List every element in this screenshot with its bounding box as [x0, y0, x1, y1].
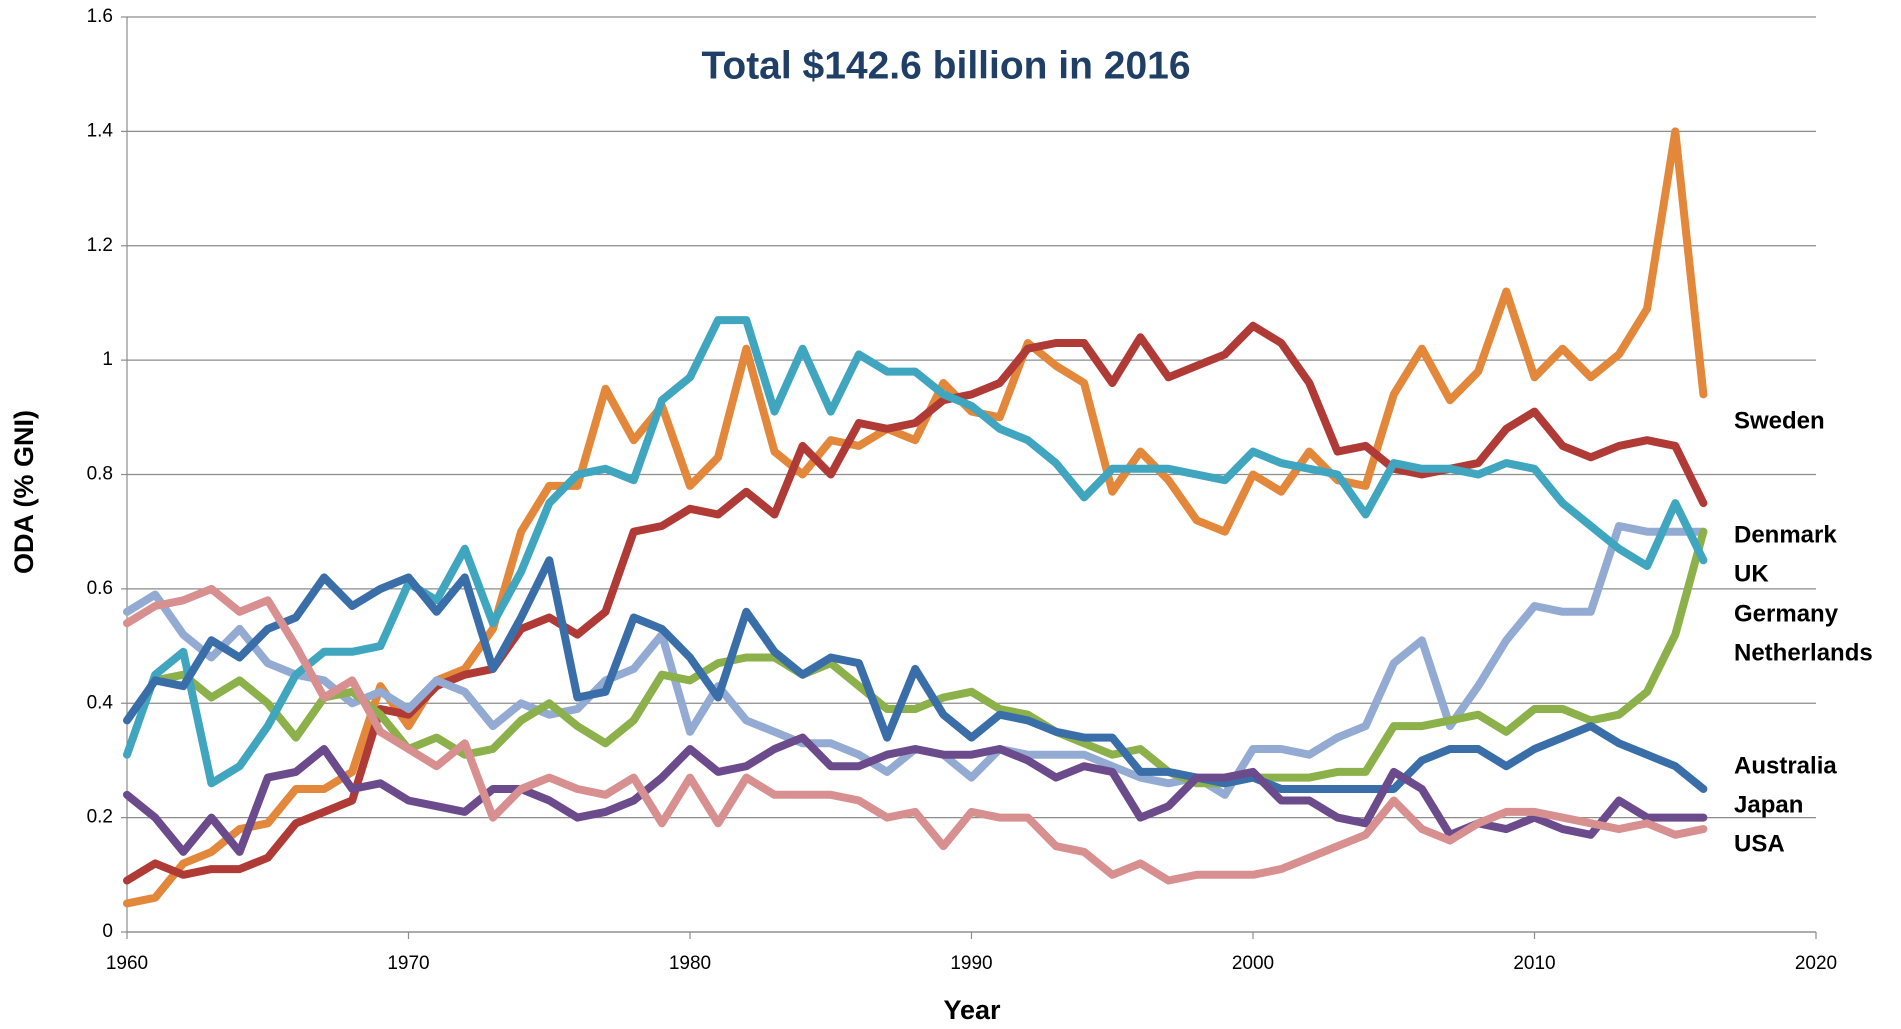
x-tick-label: 1980: [669, 953, 711, 974]
y-tick-label: 0.2: [87, 807, 113, 828]
series-label: Japan: [1734, 791, 1803, 818]
x-tick-label: 1970: [387, 953, 429, 974]
series-label: Netherlands: [1734, 639, 1873, 666]
series-label: Denmark: [1734, 521, 1837, 548]
series-label: Australia: [1734, 752, 1837, 779]
x-tick-label: 2010: [1513, 953, 1555, 974]
y-tick-label: 0.8: [87, 464, 113, 485]
chart-title: Total $142.6 billion in 2016: [701, 44, 1190, 87]
series-line: [151, 527, 1708, 788]
y-tick-label: 1.6: [87, 6, 113, 27]
y-tick-label: 1.2: [87, 235, 113, 256]
x-tick-label: 1960: [106, 953, 148, 974]
x-tick-label: 1990: [950, 953, 992, 974]
x-tick-label: 2000: [1232, 953, 1274, 974]
y-tick-label: 0.6: [87, 578, 113, 599]
series-line: [123, 584, 1708, 885]
series-label: Sweden: [1734, 407, 1825, 434]
y-axis-title: ODA (% GNI): [9, 410, 39, 574]
series-line: [123, 556, 1708, 793]
series-label: Germany: [1734, 600, 1839, 627]
y-tick-label: 1: [102, 349, 113, 370]
y-tick-label: 1.4: [87, 120, 114, 141]
series-line: [123, 316, 1708, 788]
y-tick-label: 0: [102, 921, 113, 942]
x-tick-label: 2020: [1795, 953, 1837, 974]
series-label: UK: [1734, 560, 1769, 587]
series-line: [123, 733, 1708, 856]
x-axis-title: Year: [943, 995, 1001, 1025]
series-label: USA: [1734, 830, 1785, 857]
y-tick-label: 0.4: [87, 692, 114, 713]
